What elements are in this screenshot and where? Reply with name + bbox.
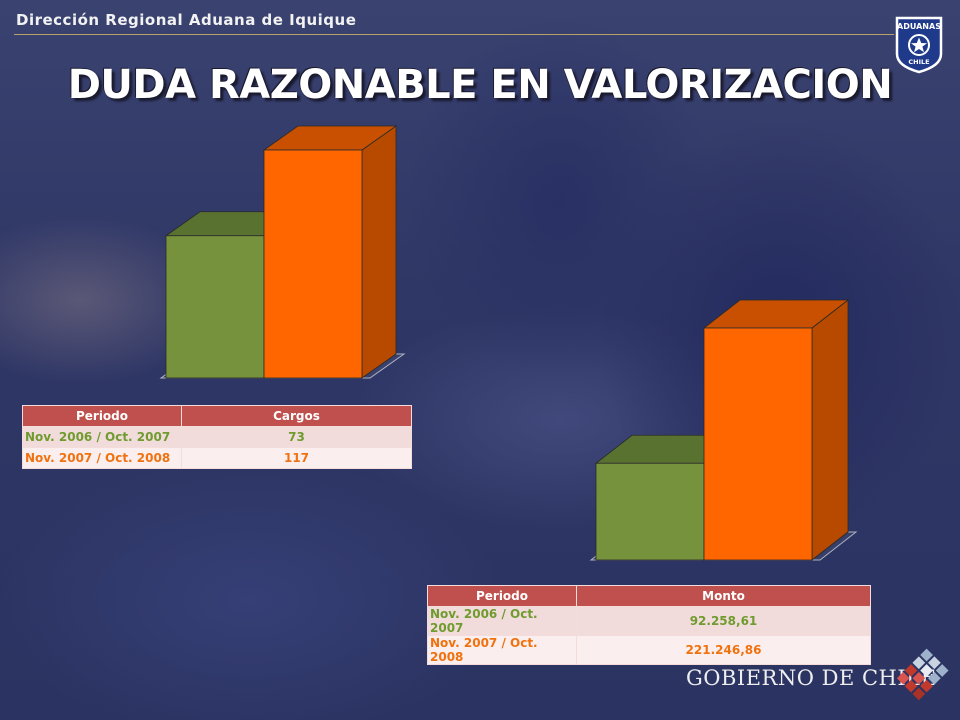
table-header-cell: Periodo xyxy=(22,405,182,427)
table-header-cell: Periodo xyxy=(427,585,577,607)
bar-front xyxy=(595,462,705,561)
table-cell-value: 73 xyxy=(181,426,412,448)
table-cell-period: Nov. 2006 / Oct. 2007 xyxy=(427,606,577,636)
monto-bar-chart xyxy=(589,299,858,561)
monto-table: Periodo Monto Nov. 2006 / Oct. 2007 92.2… xyxy=(427,585,871,665)
gobierno-logo-text: GOBIERNO DE CHILE xyxy=(686,666,937,690)
bar-2 xyxy=(702,299,850,561)
bar-side xyxy=(811,299,849,561)
header-divider xyxy=(14,34,894,35)
aduanas-logo: ADUANAS CHILE xyxy=(895,16,943,74)
table-cell-value: 92.258,61 xyxy=(576,606,871,636)
slide-title: DUDA RAZONABLE EN VALORIZACION xyxy=(67,62,893,108)
table-row: Nov. 2006 / Oct. 2007 92.258,61 xyxy=(427,606,871,636)
bar-side xyxy=(361,125,397,379)
bar-front xyxy=(263,149,363,379)
table-cell-value: 117 xyxy=(181,447,412,469)
table-cell-period: Nov. 2007 / Oct. 2008 xyxy=(427,635,577,665)
table-row: Nov. 2007 / Oct. 2008 221.246,86 xyxy=(427,635,871,665)
bar-2 xyxy=(262,125,398,379)
table-row: Nov. 2007 / Oct. 2008 117 xyxy=(22,447,412,469)
gobierno-mosaic-icon xyxy=(896,648,949,701)
table-cell-period: Nov. 2006 / Oct. 2007 xyxy=(22,426,182,448)
bar-front xyxy=(165,235,265,379)
header-title: Dirección Regional Aduana de Iquique xyxy=(16,11,357,29)
table-cell-value: 221.246,86 xyxy=(576,635,871,665)
table-header-cell: Cargos xyxy=(181,405,412,427)
cargos-bar-chart xyxy=(159,125,406,379)
aduanas-logo-top-text: ADUANAS xyxy=(897,22,941,31)
table-cell-period: Nov. 2007 / Oct. 2008 xyxy=(22,447,182,469)
table-row: Nov. 2006 / Oct. 2007 73 xyxy=(22,426,412,448)
cargos-table: Periodo Cargos Nov. 2006 / Oct. 2007 73 … xyxy=(22,405,412,469)
bar-front xyxy=(703,327,813,561)
aduanas-logo-bottom-text: CHILE xyxy=(908,58,929,66)
table-header-cell: Monto xyxy=(576,585,871,607)
gobierno-de-chile-logo: GOBIERNO DE CHILE xyxy=(686,644,956,714)
